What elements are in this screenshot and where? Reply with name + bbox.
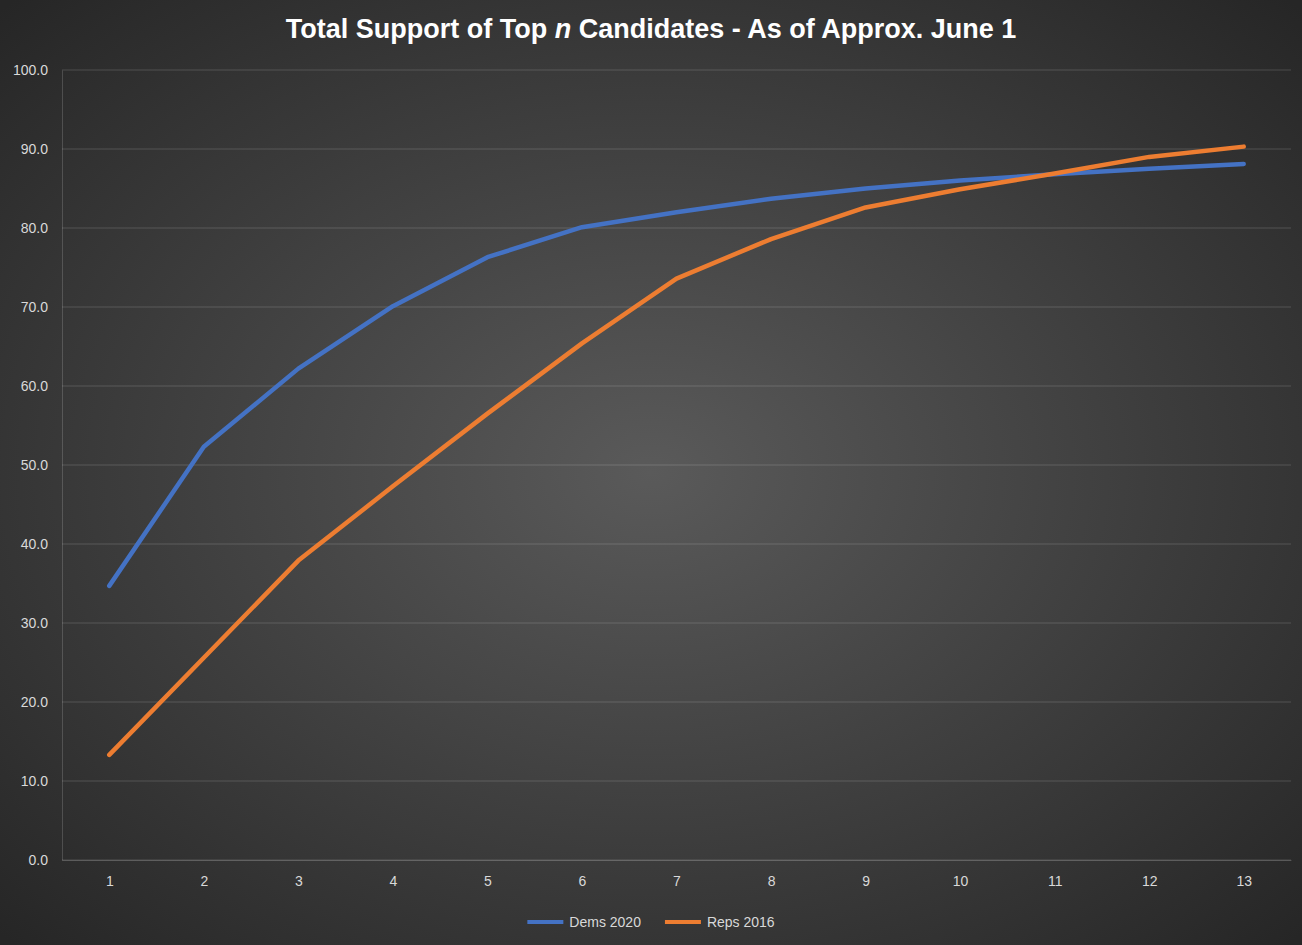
tick-label: 4	[389, 873, 397, 889]
grid-line	[62, 860, 1291, 861]
tick-label: 70.0	[21, 299, 48, 315]
legend-swatch	[527, 920, 563, 924]
chart: 0.0 10.0 20.0 30.0 40.0 50.0 60.0 70.0 80.0 90.0 1…	[0, 0, 1302, 945]
tick: 5	[484, 860, 492, 889]
tick-label: 10.0	[21, 773, 48, 789]
tick-label: 10	[953, 873, 969, 889]
tick: 30.0	[21, 615, 62, 631]
tick: 90.0	[21, 141, 62, 157]
tick: 60.0	[21, 378, 62, 394]
legend-item: Dems 2020	[527, 914, 641, 930]
tick: 7	[673, 860, 681, 889]
tick-label: 9	[862, 873, 870, 889]
tick-label: 40.0	[21, 536, 48, 552]
background	[0, 0, 1302, 945]
tick: 40.0	[21, 536, 62, 552]
tick: 4	[389, 860, 397, 889]
legend-item: Reps 2016	[665, 914, 775, 930]
legend-label: Reps 2016	[707, 914, 775, 930]
tick-label: 11	[1048, 873, 1063, 889]
tick-label: 5	[484, 873, 492, 889]
grid-line	[62, 70, 1291, 71]
tick: 1	[106, 860, 114, 889]
legend-label: Dems 2020	[569, 914, 641, 930]
tick: 80.0	[21, 220, 62, 236]
tick-label: 13	[1236, 873, 1252, 889]
grid-line	[62, 465, 1291, 466]
tick: 70.0	[21, 299, 62, 315]
grid-line	[62, 228, 1291, 229]
axis-line	[62, 71, 63, 861]
x-axis: 12345678910111213	[63, 860, 1292, 889]
tick-label: 7	[673, 873, 681, 889]
tick: 11	[1048, 860, 1063, 889]
legend: Dems 2020 Reps 2016	[527, 914, 775, 930]
tick: 50.0	[21, 457, 62, 473]
tick-label: 100.0	[13, 62, 48, 78]
tick: 2	[200, 860, 208, 889]
axis-line	[63, 860, 1292, 861]
y-axis: 0.0 10.0 20.0 30.0 40.0 50.0 60.0 70.0 80.0 90.0 1…	[13, 62, 63, 868]
grid-line	[62, 781, 1291, 782]
tick-label: 60.0	[21, 378, 48, 394]
tick: 3	[295, 860, 303, 889]
tick: 0.0	[29, 852, 62, 868]
tick-label: 8	[768, 873, 776, 889]
tick: 100.0	[13, 62, 62, 78]
tick-label: 6	[579, 873, 587, 889]
tick-label: 1	[106, 873, 114, 889]
tick-label: 90.0	[21, 141, 48, 157]
tick: 10	[953, 860, 969, 889]
grid-line	[62, 386, 1291, 387]
series-line	[109, 147, 1243, 755]
grid-line	[62, 702, 1291, 703]
tick-label: 2	[200, 873, 208, 889]
grid-line	[62, 307, 1291, 308]
tick: 10.0	[21, 773, 62, 789]
grid	[62, 70, 1291, 860]
tick-label: 20.0	[21, 694, 48, 710]
tick-label: 30.0	[21, 615, 48, 631]
tick: 6	[579, 860, 587, 889]
tick-label: 0.0	[29, 852, 49, 868]
tick: 12	[1142, 860, 1158, 889]
tick-label: 50.0	[21, 457, 48, 473]
tick-label: 80.0	[21, 220, 48, 236]
legend-swatch	[665, 920, 701, 924]
plot-area	[109, 147, 1243, 755]
tick-label: 3	[295, 873, 303, 889]
tick: 20.0	[21, 694, 62, 710]
tick: 9	[862, 860, 870, 889]
series-line	[109, 164, 1243, 586]
grid-line	[62, 544, 1291, 545]
tick: 8	[768, 860, 776, 889]
grid-line	[62, 623, 1291, 624]
grid-line	[62, 149, 1291, 150]
tick-label: 12	[1142, 873, 1158, 889]
title: Total Support of Top n Candidates - As o…	[286, 14, 1017, 44]
tick: 13	[1236, 860, 1252, 889]
